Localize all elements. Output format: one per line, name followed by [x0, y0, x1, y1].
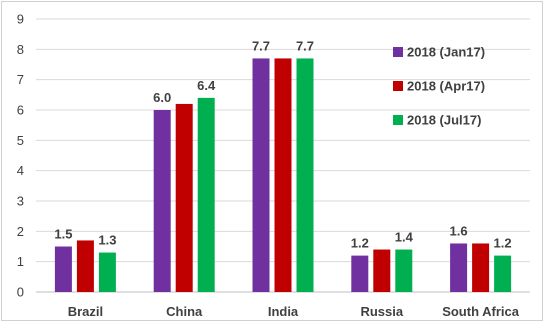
data-label: 1.2 [351, 236, 369, 251]
data-label: 1.6 [450, 223, 468, 238]
data-label: 1.3 [98, 233, 116, 248]
bar [153, 110, 171, 292]
y-tick-label: 5 [17, 133, 24, 148]
legend-swatch [393, 81, 403, 91]
x-category-label: India [268, 304, 299, 319]
y-tick-label: 0 [17, 285, 24, 300]
data-label: 6.0 [153, 90, 171, 105]
bar [274, 58, 292, 292]
bar [450, 243, 468, 292]
y-tick-label: 3 [17, 194, 24, 209]
bar [252, 58, 270, 292]
legend: 2018 (Jan17) 2018 (Apr17) 2018 (Jul17) [393, 45, 485, 128]
legend-label: 2018 (Apr17) [407, 79, 485, 94]
bar [472, 243, 490, 292]
y-tick-label: 4 [17, 163, 24, 178]
x-category-label: Russia [360, 304, 403, 319]
bar [395, 249, 413, 292]
y-axis-ticks: 0 1 2 3 4 5 6 7 8 9 [17, 12, 24, 300]
bar [373, 249, 391, 292]
data-labels: 1.5 1.3 6.0 6.4 7.7 7.7 1.2 1.4 1.6 1.2 [54, 38, 511, 250]
bar [351, 255, 369, 292]
bar [76, 240, 94, 292]
bar [296, 58, 314, 292]
x-category-label: South Africa [442, 304, 520, 319]
data-label: 1.2 [494, 236, 512, 251]
bar [98, 252, 116, 292]
y-tick-label: 2 [17, 224, 24, 239]
data-label: 1.5 [54, 227, 72, 242]
y-tick-label: 1 [17, 254, 24, 269]
y-tick-label: 7 [17, 72, 24, 87]
x-category-label: Brazil [68, 304, 103, 319]
x-category-label: China [166, 304, 203, 319]
bars [54, 58, 512, 292]
bar [494, 255, 512, 292]
legend-swatch [393, 115, 403, 125]
bar [197, 97, 215, 292]
data-label: 6.4 [197, 78, 216, 93]
legend-swatch [393, 47, 403, 57]
y-tick-label: 6 [17, 103, 24, 118]
legend-label: 2018 (Jul17) [407, 113, 481, 128]
bar [175, 103, 193, 292]
y-tick-label: 9 [17, 12, 24, 27]
bar [54, 246, 72, 292]
x-axis-categories: Brazil China India Russia South Africa [68, 304, 520, 319]
data-label: 7.7 [252, 38, 270, 53]
data-label: 1.4 [395, 230, 414, 245]
gridlines [36, 18, 530, 293]
y-tick-label: 8 [17, 42, 24, 57]
data-label: 7.7 [296, 38, 314, 53]
legend-label: 2018 (Jan17) [407, 45, 485, 60]
